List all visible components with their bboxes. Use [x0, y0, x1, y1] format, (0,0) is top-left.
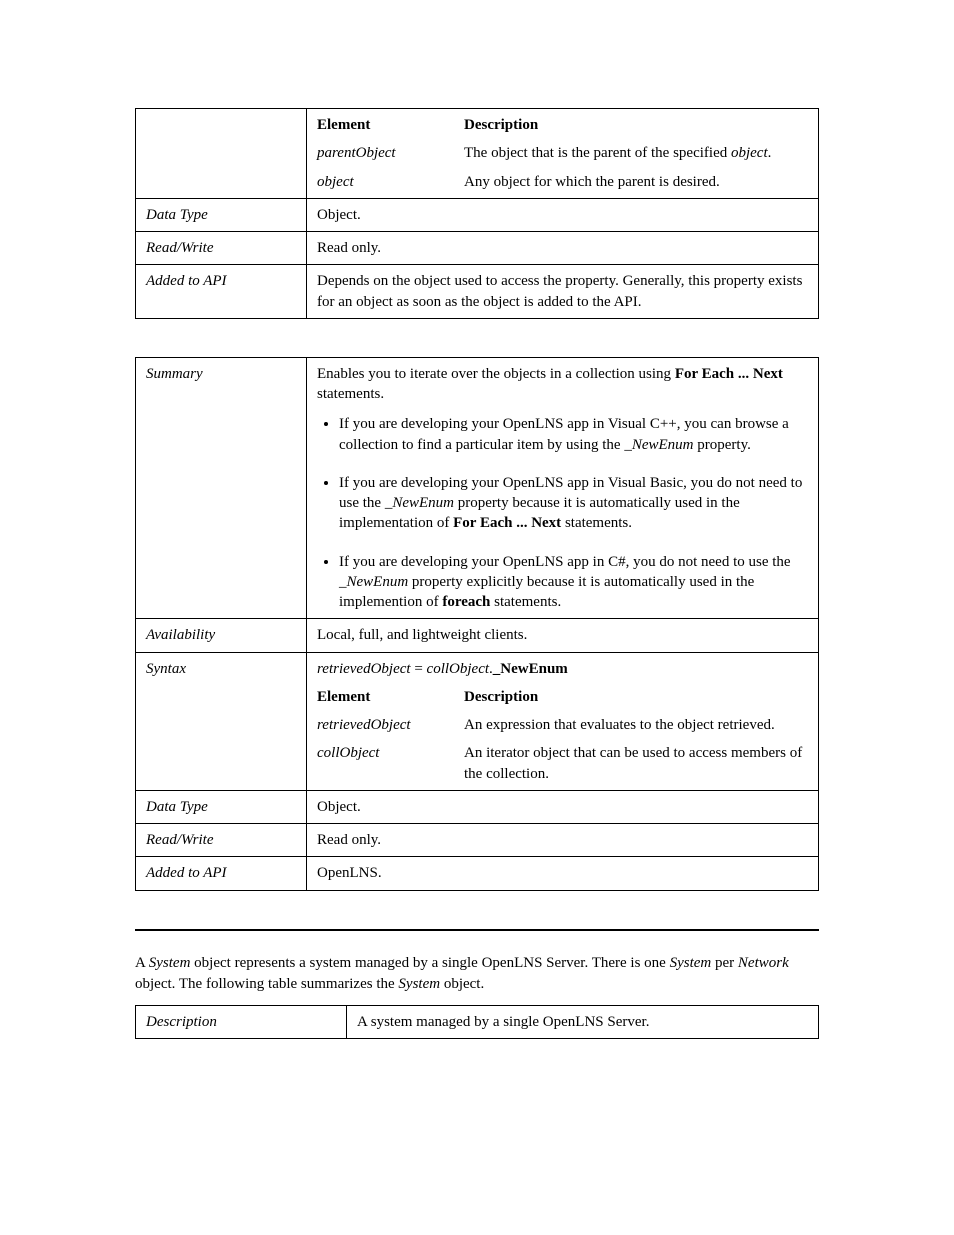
table-parent-property: Element Description parentObject The obj…: [135, 108, 819, 319]
syntax2-elem-retrieved: retrievedObject: [317, 715, 452, 735]
syntax-header-description: Description: [464, 115, 808, 135]
syntax-elem-object: object: [317, 172, 452, 192]
availability-value: Local, full, and lightweight clients.: [307, 619, 819, 652]
system-paragraph: A System object represents a system mana…: [135, 953, 819, 995]
readwrite-value: Read only.: [307, 232, 819, 265]
addedapi2-value: OpenLNS.: [307, 857, 819, 890]
section-divider: [135, 929, 819, 931]
syntax-label-empty: [136, 109, 307, 199]
datatype2-label: Data Type: [136, 790, 307, 823]
syntax-header-element: Element: [317, 115, 452, 135]
summary-bullet-1: If you are developing your OpenLNS app i…: [339, 414, 808, 455]
syntax2-header-description: Description: [464, 687, 808, 707]
readwrite2-label: Read/Write: [136, 824, 307, 857]
syntax2-elem-collobject: collObject: [317, 743, 452, 784]
readwrite-label: Read/Write: [136, 232, 307, 265]
syntax-content: Element Description parentObject The obj…: [307, 109, 819, 199]
table-system-object: Description A system managed by a single…: [135, 1005, 819, 1039]
system-description-label: Description: [136, 1005, 347, 1038]
summary-label: Summary: [136, 357, 307, 619]
syntax2-content: retrievedObject = collObject._NewEnum El…: [307, 652, 819, 790]
addedapi-value: Depends on the object used to access the…: [307, 265, 819, 319]
syntax-elem-parentobject: parentObject: [317, 143, 452, 163]
syntax2-desc-retrieved: An expression that evaluates to the obje…: [464, 715, 808, 735]
page: Element Description parentObject The obj…: [0, 0, 954, 1235]
summary-bullet-2: If you are developing your OpenLNS app i…: [339, 473, 808, 534]
datatype-value: Object.: [307, 198, 819, 231]
datatype2-value: Object.: [307, 790, 819, 823]
summary-content: Enables you to iterate over the objects …: [307, 357, 819, 619]
syntax2-label: Syntax: [136, 652, 307, 790]
syntax2-header-element: Element: [317, 687, 452, 707]
addedapi2-label: Added to API: [136, 857, 307, 890]
availability-label: Availability: [136, 619, 307, 652]
syntax2-desc-collobject: An iterator object that can be used to a…: [464, 743, 808, 784]
table-newenum-property: Summary Enables you to iterate over the …: [135, 357, 819, 891]
syntax-desc-object: Any object for which the parent is desir…: [464, 172, 808, 192]
addedapi-label: Added to API: [136, 265, 307, 319]
syntax-desc-parentobject: The object that is the parent of the spe…: [464, 143, 808, 163]
datatype-label: Data Type: [136, 198, 307, 231]
system-description-value: A system managed by a single OpenLNS Ser…: [347, 1005, 819, 1038]
summary-bullet-3: If you are developing your OpenLNS app i…: [339, 552, 808, 613]
syntax2-expression: retrievedObject = collObject._NewEnum: [317, 659, 808, 679]
readwrite2-value: Read only.: [307, 824, 819, 857]
summary-bullets: If you are developing your OpenLNS app i…: [317, 414, 808, 612]
